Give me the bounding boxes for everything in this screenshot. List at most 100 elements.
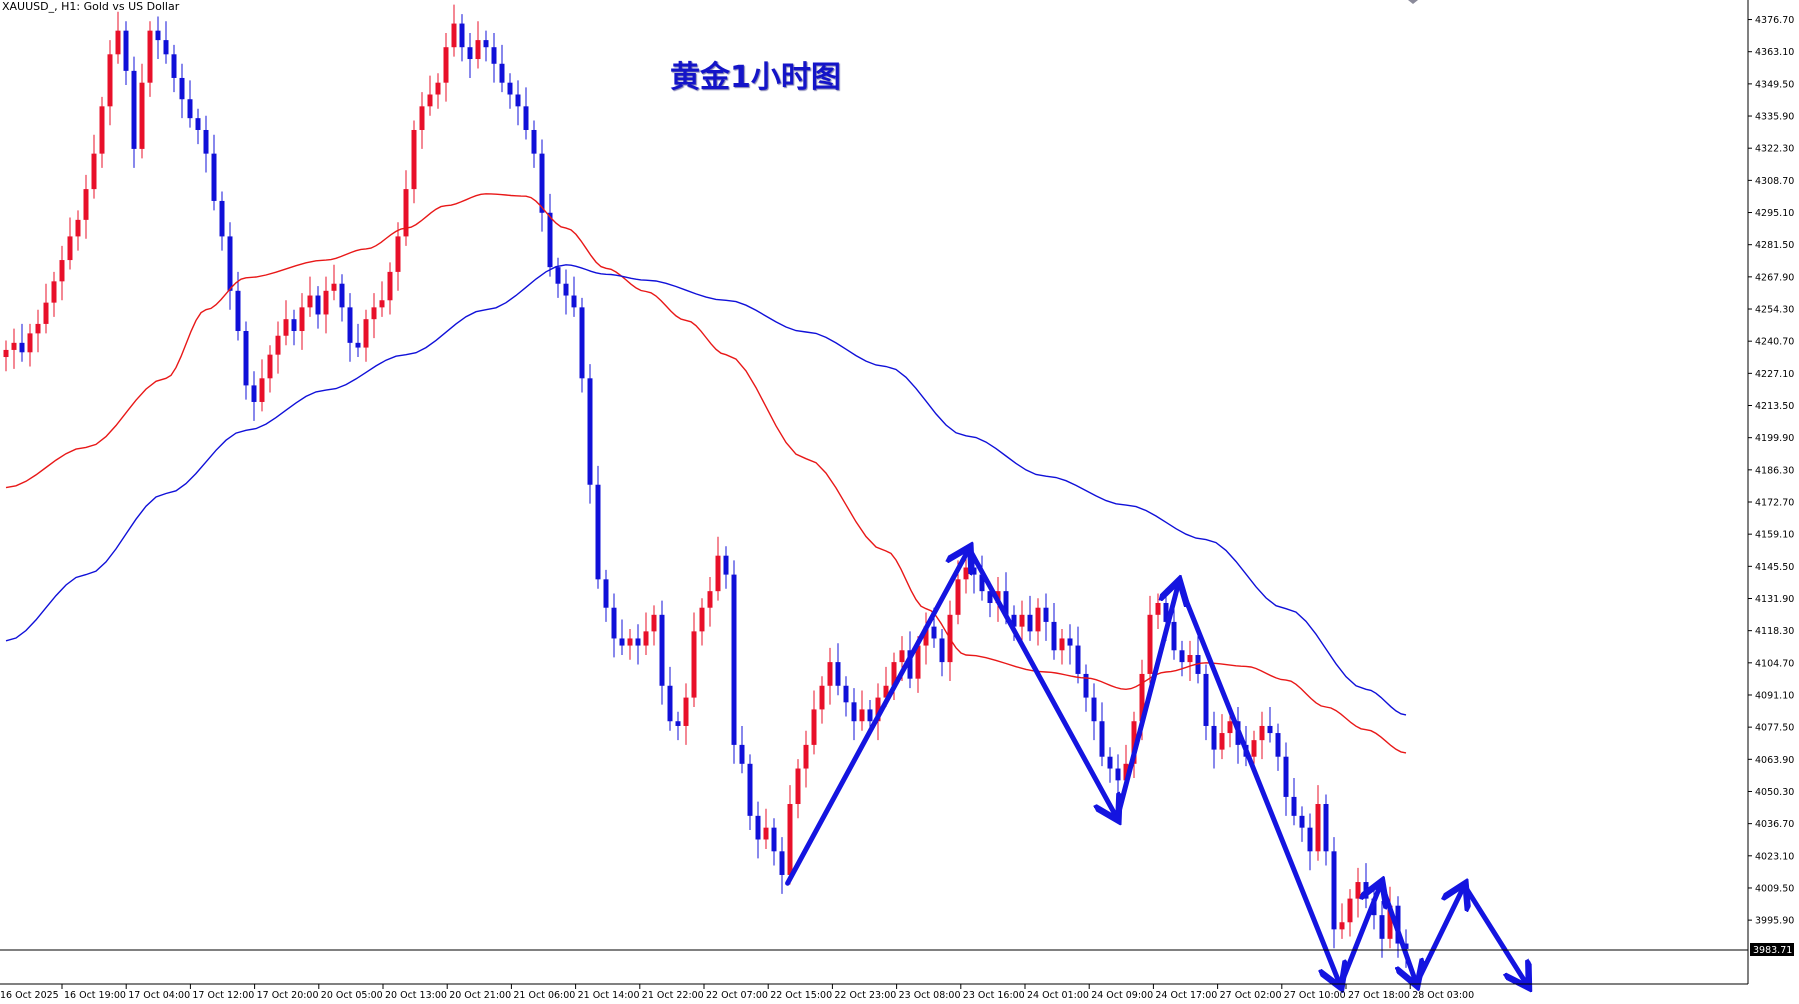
trend-arrow[interactable] [1413, 885, 1464, 987]
candle-body [891, 662, 897, 686]
candle [771, 818, 777, 866]
candle-body [1107, 756, 1113, 769]
candle-body [1171, 621, 1177, 651]
candle [923, 612, 929, 665]
candle-body [771, 827, 777, 852]
candle-body [883, 685, 889, 698]
candle-body [651, 614, 657, 632]
candle [515, 80, 521, 126]
candle [1291, 777, 1297, 826]
candle [171, 44, 177, 93]
candle [387, 262, 393, 315]
candle [331, 264, 337, 301]
trend-arrow[interactable] [1461, 882, 1527, 985]
candle-body [107, 54, 113, 107]
time-tick-label: 28 Oct 03:00 [1412, 990, 1474, 1001]
time-tick-label: 21 Oct 14:00 [578, 990, 640, 1001]
candle-body [907, 650, 913, 679]
candle [123, 21, 129, 86]
price-tick-label: 4009.50 [1755, 883, 1794, 894]
trend-arrow[interactable] [1378, 880, 1416, 984]
candle-body [643, 631, 649, 646]
candle-body [99, 106, 105, 154]
candle [1339, 903, 1345, 939]
candle-body [475, 40, 481, 60]
time-axis[interactable]: 16 Oct 2025 16 Oct 19:00 17 Oct 04:00 17 Oc… [0, 984, 1474, 1001]
candle-body [1363, 882, 1369, 899]
candle-body [659, 614, 665, 686]
candle [1155, 593, 1161, 630]
candle-body [779, 851, 785, 875]
candle [739, 725, 745, 774]
candle-body [867, 709, 873, 722]
candle-body [851, 702, 857, 722]
candle [411, 120, 417, 204]
candle-body [915, 645, 921, 679]
candle-body [283, 319, 289, 336]
price-tick-label: 4159.10 [1755, 530, 1794, 541]
candle [1059, 629, 1065, 665]
time-tick-label: 21 Oct 22:00 [642, 990, 704, 1001]
candle-body [251, 385, 257, 402]
candle [435, 73, 441, 109]
trend-arrow[interactable] [1176, 579, 1341, 985]
candle [187, 80, 193, 128]
candle-body [59, 260, 65, 282]
price-tick-label: 4145.50 [1755, 562, 1794, 573]
candle [259, 359, 265, 412]
candle [1355, 867, 1361, 918]
price-tick-label: 4349.50 [1755, 79, 1794, 90]
chart-shift-marker-icon[interactable] [1408, 0, 1418, 4]
candle-body [979, 574, 985, 592]
candle-body [467, 47, 473, 60]
candle-body [1267, 725, 1273, 734]
candle-body [1091, 697, 1097, 722]
candle [803, 730, 809, 788]
time-tick-label: 23 Oct 16:00 [963, 990, 1025, 1001]
candle [731, 560, 737, 764]
candle-body [115, 30, 121, 55]
candle-body [1275, 733, 1281, 757]
candle-body [155, 30, 161, 41]
candle [59, 245, 65, 301]
candle [419, 92, 425, 149]
candle [427, 75, 433, 116]
candle-body [1259, 725, 1265, 741]
candle-body [219, 200, 225, 237]
candle [475, 21, 481, 69]
candle-body [499, 63, 505, 83]
candle-body [163, 40, 169, 55]
candle [1323, 794, 1329, 866]
candle-body [1187, 655, 1193, 663]
trend-arrow[interactable] [1114, 582, 1179, 821]
candle [1171, 602, 1177, 660]
candle-body [171, 54, 177, 78]
trend-arrow[interactable] [785, 549, 970, 886]
candle [547, 193, 553, 277]
candle-body [419, 106, 425, 130]
current-price-badge [1750, 943, 1794, 956]
candle-body [1051, 621, 1057, 651]
price-tick-label: 4281.50 [1755, 240, 1794, 251]
candle-body [1203, 673, 1209, 726]
candle [707, 576, 713, 627]
candle-body [1387, 905, 1393, 939]
candle-body [731, 574, 737, 745]
candle [1187, 640, 1193, 682]
candle-body [1019, 614, 1025, 627]
price-tick-label: 4295.10 [1755, 208, 1794, 219]
candle [267, 345, 273, 393]
trend-arrow[interactable] [1337, 883, 1381, 989]
candle [467, 33, 473, 78]
candle-body [1299, 815, 1305, 828]
candle-body [355, 342, 361, 348]
price-axis[interactable]: 4376.70 4363.10 4349.50 4335.90 4322.30 4308.… [1748, 15, 1794, 927]
time-tick-label: 16 Oct 19:00 [64, 990, 126, 1001]
price-tick-label: 4267.90 [1755, 272, 1794, 283]
trend-arrow[interactable] [966, 546, 1117, 819]
candle [355, 323, 361, 358]
time-tick-label: 27 Oct 10:00 [1284, 990, 1346, 1001]
chart-title: 黄金1小时图 [670, 60, 841, 95]
candle [339, 274, 345, 322]
